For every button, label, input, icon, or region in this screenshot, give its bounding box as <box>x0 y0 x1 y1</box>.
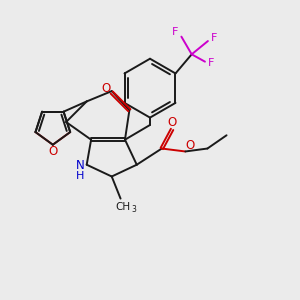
Text: F: F <box>208 58 214 68</box>
Text: 3: 3 <box>131 205 136 214</box>
Text: F: F <box>172 27 178 37</box>
Text: H: H <box>76 171 84 181</box>
Text: F: F <box>211 33 218 43</box>
Text: O: O <box>185 139 194 152</box>
Text: O: O <box>48 145 58 158</box>
Text: O: O <box>102 82 111 95</box>
Text: O: O <box>167 116 177 129</box>
Text: CH: CH <box>115 202 130 212</box>
Text: N: N <box>76 159 85 172</box>
